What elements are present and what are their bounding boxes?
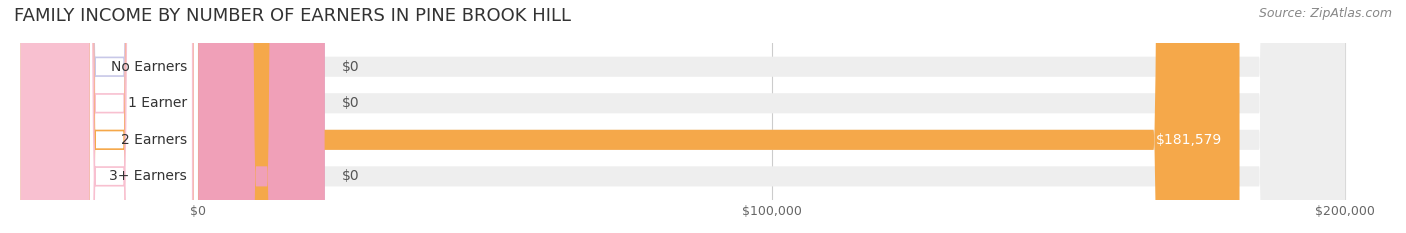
Text: No Earners: No Earners — [111, 60, 187, 74]
Text: 3+ Earners: 3+ Earners — [110, 169, 187, 183]
FancyBboxPatch shape — [21, 0, 90, 233]
FancyBboxPatch shape — [198, 0, 1346, 233]
FancyBboxPatch shape — [21, 0, 90, 233]
Text: $0: $0 — [342, 60, 360, 74]
FancyBboxPatch shape — [21, 0, 90, 233]
Text: Source: ZipAtlas.com: Source: ZipAtlas.com — [1258, 7, 1392, 20]
FancyBboxPatch shape — [27, 0, 193, 233]
Text: FAMILY INCOME BY NUMBER OF EARNERS IN PINE BROOK HILL: FAMILY INCOME BY NUMBER OF EARNERS IN PI… — [14, 7, 571, 25]
FancyBboxPatch shape — [198, 0, 1240, 233]
FancyBboxPatch shape — [198, 0, 1346, 233]
FancyBboxPatch shape — [198, 0, 325, 233]
FancyBboxPatch shape — [198, 0, 1346, 233]
Text: $0: $0 — [342, 96, 360, 110]
Text: $181,579: $181,579 — [1156, 133, 1222, 147]
FancyBboxPatch shape — [21, 0, 90, 233]
Text: 2 Earners: 2 Earners — [121, 133, 187, 147]
Text: $0: $0 — [342, 169, 360, 183]
FancyBboxPatch shape — [27, 0, 193, 233]
FancyBboxPatch shape — [198, 0, 325, 233]
FancyBboxPatch shape — [27, 0, 193, 233]
FancyBboxPatch shape — [27, 0, 193, 233]
FancyBboxPatch shape — [198, 0, 325, 233]
Text: 1 Earner: 1 Earner — [128, 96, 187, 110]
FancyBboxPatch shape — [198, 0, 1346, 233]
